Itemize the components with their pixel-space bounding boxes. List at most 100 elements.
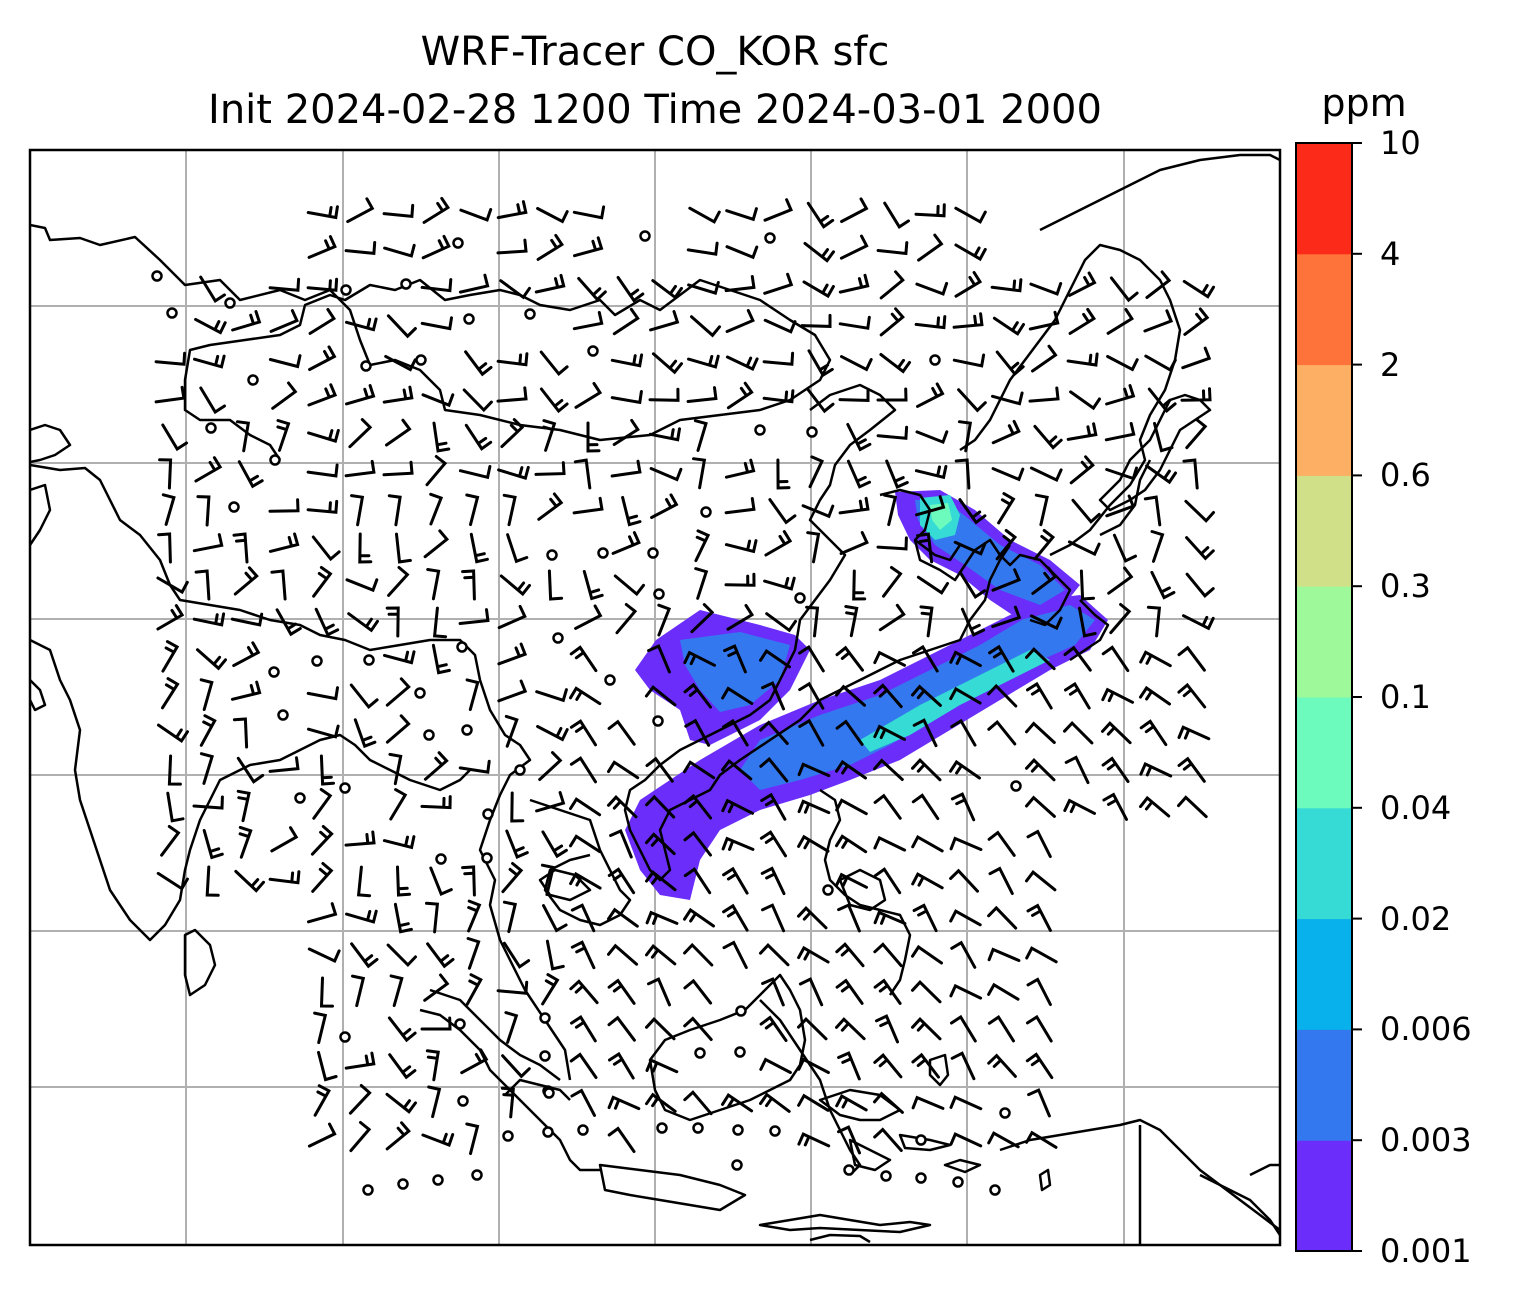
wind-barb [797,1132,831,1148]
wind-barb [764,530,793,557]
wind-barb [319,754,335,786]
wind-barb [497,604,527,630]
calm-wind-markers [151,230,1022,1196]
calm-wind-marker [452,237,464,249]
wind-barb [688,206,721,224]
wind-barb [1071,498,1101,524]
wind-barb [651,352,683,375]
wind-barb [1029,614,1063,631]
calm-wind-marker [639,230,651,242]
wind-barb [1068,307,1097,335]
wind-barb [196,495,211,527]
wind-barb [420,1016,452,1031]
wind-barb [1025,1052,1054,1080]
calm-wind-marker [339,1031,351,1043]
wind-barb [154,385,186,404]
wind-barb [759,943,790,967]
wind-barb [724,497,756,515]
wind-barb [230,680,262,701]
wind-barb [423,973,450,1002]
calm-wind-marker [268,666,280,678]
calm-wind-marker [577,1124,589,1136]
wind-barb [991,391,1024,406]
wind-barb [536,207,569,224]
wind-barb [949,868,979,893]
wind-barb [997,492,1016,525]
wind-barb [616,276,645,303]
wind-barb [958,498,987,525]
wind-barb [844,605,859,638]
wind-barb [497,642,528,666]
wind-barb [542,419,557,452]
calm-wind-marker [604,674,616,686]
wind-barb [570,1015,597,1043]
wind-barb [852,569,867,601]
wind-barb [1101,721,1132,745]
wind-barb [574,382,603,409]
wind-barb [950,1014,977,1043]
wind-barb [648,427,681,442]
wind-barb [161,493,176,526]
wind-barb [238,825,253,859]
calm-wind-marker [363,654,375,666]
wind-barb [158,458,173,490]
wind-barb [762,351,795,366]
wind-barb [835,978,864,1005]
wind-barb [167,754,182,786]
wind-barb [647,644,671,674]
wind-barb [235,420,251,453]
wind-barb [1025,647,1056,671]
calm-wind-marker [524,308,536,320]
wind-barb [686,386,718,403]
plume-north-china-core [680,632,790,712]
wind-barb [950,940,977,969]
wind-barb [615,603,638,635]
wind-barb [389,974,404,1007]
wind-barb [873,1053,903,1079]
wind-barb [1028,386,1060,403]
wind-barb [572,205,606,220]
wind-barb [949,836,983,851]
calm-wind-marker [880,1170,892,1182]
wind-barb [505,829,529,859]
calm-wind-marker [269,454,281,466]
wind-barb [574,604,603,630]
wind-barb [1109,603,1132,635]
wind-barb [995,529,1018,561]
wind-barb [645,1058,679,1074]
wind-barb [911,944,943,965]
calm-wind-marker [754,424,766,436]
calm-wind-marker [794,592,806,604]
wind-barb [1144,354,1177,372]
wind-barb [540,863,555,897]
colorbar-swatch [1296,807,1352,920]
wind-barb [1101,645,1130,673]
wind-barb [914,203,946,218]
wind-barb [317,1050,338,1082]
wind-barb [882,566,903,598]
wind-barb [192,533,224,553]
wind-barb [876,387,908,402]
wind-barb [1106,355,1139,372]
wind-barb [1147,387,1177,414]
wind-barb [840,197,869,223]
wind-barb [645,832,676,856]
wind-barb [423,751,449,781]
wind-barb [647,977,671,1007]
wind-barb [648,387,680,402]
wind-barb [569,834,602,854]
calm-wind-marker [414,687,426,699]
wind-barb [458,608,490,625]
wind-barb [650,493,679,519]
wind-barb [797,799,831,815]
wind-barb [347,612,379,633]
calm-wind-marker [415,354,427,366]
wind-barb [798,681,825,710]
wind-barb [542,904,568,933]
wind-barb [268,277,301,292]
wind-barb [1177,725,1211,741]
wind-barb [645,1092,677,1113]
wind-barb [835,798,868,816]
colorbar-tick-label: 0.3 [1380,567,1431,606]
wind-barb [683,682,712,709]
